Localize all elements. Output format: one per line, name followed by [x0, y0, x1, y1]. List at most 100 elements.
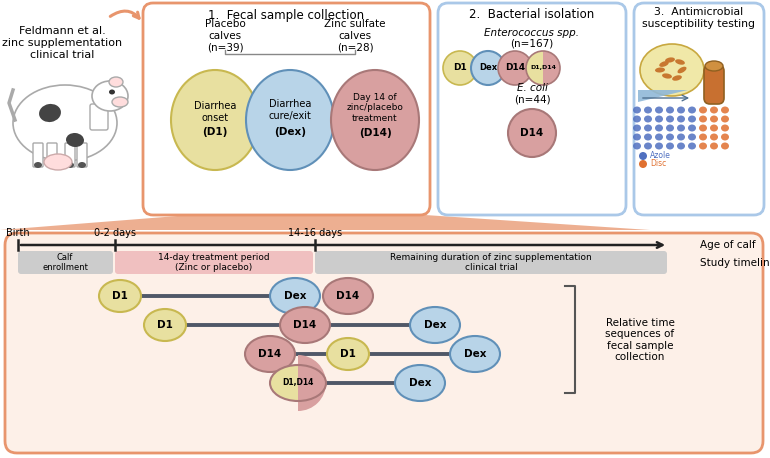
Ellipse shape: [644, 133, 652, 141]
Ellipse shape: [710, 142, 718, 149]
Text: (n=167): (n=167): [511, 39, 554, 49]
Ellipse shape: [34, 162, 42, 168]
Ellipse shape: [323, 278, 373, 314]
Ellipse shape: [639, 152, 647, 160]
FancyBboxPatch shape: [315, 251, 667, 274]
Ellipse shape: [710, 125, 718, 131]
Ellipse shape: [526, 51, 560, 85]
Text: Dex: Dex: [479, 64, 497, 72]
Ellipse shape: [633, 107, 641, 114]
Ellipse shape: [710, 107, 718, 114]
Ellipse shape: [39, 104, 61, 122]
Ellipse shape: [677, 125, 685, 131]
Ellipse shape: [699, 125, 707, 131]
FancyBboxPatch shape: [65, 143, 75, 167]
Ellipse shape: [699, 107, 707, 114]
Ellipse shape: [92, 81, 128, 111]
Text: Enterococcus spp.: Enterococcus spp.: [484, 28, 580, 38]
Ellipse shape: [13, 85, 117, 161]
Text: (D14): (D14): [359, 128, 391, 138]
Text: Diarrhea
onset: Diarrhea onset: [194, 101, 236, 123]
Ellipse shape: [633, 133, 641, 141]
Ellipse shape: [109, 89, 115, 94]
FancyBboxPatch shape: [438, 3, 626, 215]
Text: (D1): (D1): [203, 127, 228, 137]
Ellipse shape: [109, 77, 123, 87]
Ellipse shape: [721, 107, 729, 114]
FancyBboxPatch shape: [634, 3, 764, 215]
Ellipse shape: [710, 133, 718, 141]
FancyBboxPatch shape: [704, 65, 724, 104]
Ellipse shape: [78, 162, 86, 168]
Ellipse shape: [666, 142, 674, 149]
Ellipse shape: [66, 133, 84, 147]
Ellipse shape: [270, 365, 326, 401]
Text: D14: D14: [336, 291, 360, 301]
Ellipse shape: [666, 133, 674, 141]
Ellipse shape: [721, 142, 729, 149]
Text: Age of calf: Age of calf: [700, 240, 755, 250]
Wedge shape: [543, 51, 560, 85]
Ellipse shape: [659, 61, 669, 67]
Text: Disc: Disc: [650, 159, 666, 169]
Ellipse shape: [498, 51, 532, 85]
Text: D14: D14: [505, 64, 525, 72]
Ellipse shape: [450, 336, 500, 372]
Ellipse shape: [655, 107, 663, 114]
Ellipse shape: [331, 70, 419, 170]
Ellipse shape: [666, 125, 674, 131]
Text: Dex: Dex: [284, 291, 306, 301]
Ellipse shape: [395, 365, 445, 401]
Ellipse shape: [721, 125, 729, 131]
Polygon shape: [638, 90, 688, 102]
Ellipse shape: [44, 154, 72, 170]
Ellipse shape: [655, 67, 665, 72]
FancyBboxPatch shape: [143, 3, 430, 215]
Ellipse shape: [644, 107, 652, 114]
Text: Diarrhea
cure/exit: Diarrhea cure/exit: [269, 99, 311, 121]
Text: (Dex): (Dex): [274, 127, 306, 137]
Ellipse shape: [144, 309, 186, 341]
Ellipse shape: [633, 115, 641, 122]
FancyBboxPatch shape: [18, 251, 113, 274]
Ellipse shape: [672, 75, 682, 81]
Ellipse shape: [633, 125, 641, 131]
Text: D1: D1: [157, 320, 173, 330]
Ellipse shape: [678, 67, 687, 73]
Text: 2.  Bacterial isolation: 2. Bacterial isolation: [470, 9, 594, 22]
Ellipse shape: [655, 142, 663, 149]
Ellipse shape: [644, 115, 652, 122]
Ellipse shape: [471, 51, 505, 85]
FancyBboxPatch shape: [5, 233, 763, 453]
Ellipse shape: [688, 107, 696, 114]
Ellipse shape: [112, 97, 128, 107]
Ellipse shape: [280, 307, 330, 343]
Ellipse shape: [699, 142, 707, 149]
Text: 14-day treatment period
(Zinc or placebo): 14-day treatment period (Zinc or placebo…: [158, 253, 270, 272]
Text: 3.  Antimicrobial
susceptibility testing: 3. Antimicrobial susceptibility testing: [642, 7, 755, 29]
Text: 1.  Fecal sample collection: 1. Fecal sample collection: [209, 9, 364, 22]
Ellipse shape: [710, 115, 718, 122]
Ellipse shape: [171, 70, 259, 170]
Ellipse shape: [665, 57, 675, 63]
Ellipse shape: [677, 115, 685, 122]
Text: Study timeline: Study timeline: [700, 257, 770, 267]
Ellipse shape: [410, 307, 460, 343]
Ellipse shape: [688, 115, 696, 122]
Text: Calf
enrollment: Calf enrollment: [42, 253, 88, 272]
Ellipse shape: [655, 133, 663, 141]
Ellipse shape: [270, 278, 320, 314]
FancyBboxPatch shape: [47, 143, 57, 167]
Ellipse shape: [443, 51, 477, 85]
Text: D1: D1: [112, 291, 128, 301]
Ellipse shape: [655, 115, 663, 122]
Text: 14-16 days: 14-16 days: [288, 228, 342, 238]
Ellipse shape: [666, 107, 674, 114]
Ellipse shape: [644, 125, 652, 131]
Ellipse shape: [688, 133, 696, 141]
Ellipse shape: [245, 336, 295, 372]
Ellipse shape: [721, 115, 729, 122]
Text: Birth: Birth: [6, 228, 30, 238]
Ellipse shape: [677, 133, 685, 141]
FancyBboxPatch shape: [77, 143, 87, 167]
